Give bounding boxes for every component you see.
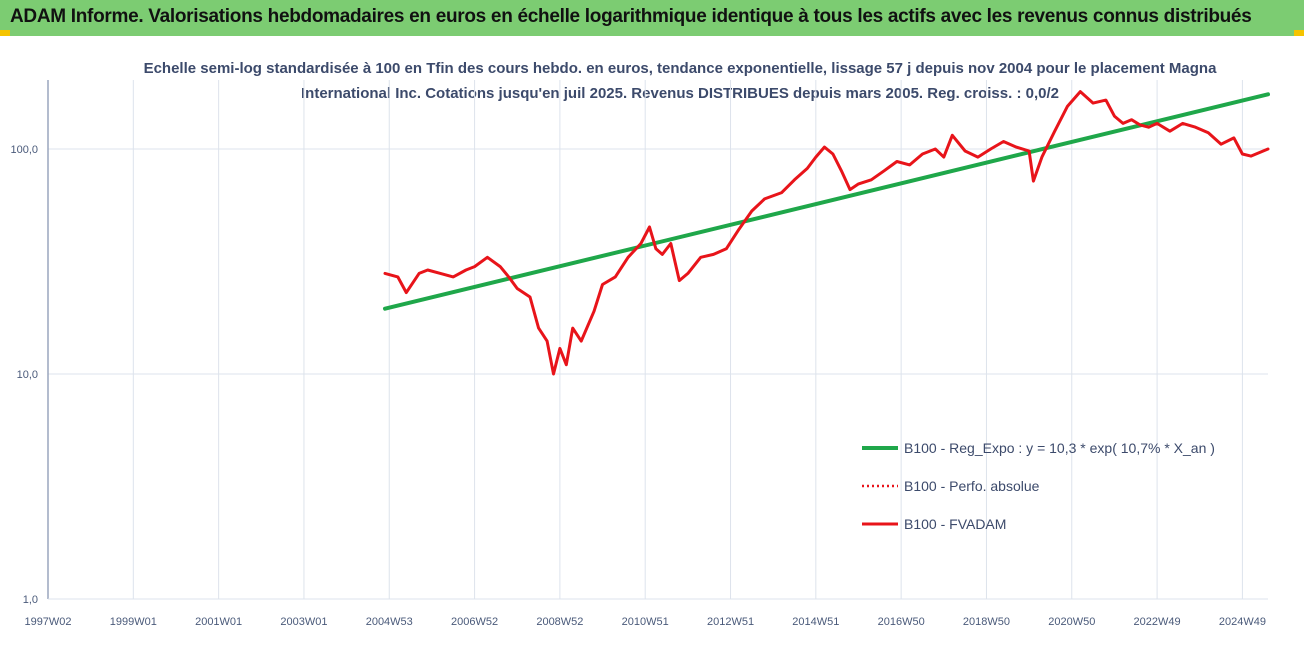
x-tick-label: 1997W02 <box>24 616 71 628</box>
x-tick-label: 2018W50 <box>963 616 1010 628</box>
x-tick-label: 1999W01 <box>110 616 157 628</box>
report-header: ADAM Informe. Valorisations hebdomadaire… <box>0 0 1304 36</box>
chart-title: Echelle semi-log standardisée à 100 en T… <box>143 60 1217 102</box>
y-tick-label: 10,0 <box>17 369 38 381</box>
grid-lines <box>48 80 1268 600</box>
corner-marker-left <box>0 30 10 36</box>
x-tick-label: 2012W51 <box>707 616 754 628</box>
corner-marker-right <box>1294 30 1304 36</box>
x-tick-label: 2001W01 <box>195 616 242 628</box>
series-line <box>383 90 1270 376</box>
series-lines <box>383 90 1270 376</box>
x-tick-label: 2024W49 <box>1219 616 1266 628</box>
x-tick-label: 2008W52 <box>536 616 583 628</box>
x-tick-label: 2014W51 <box>792 616 839 628</box>
y-tick-label: 100,0 <box>10 144 38 156</box>
x-tick-label: 2010W51 <box>622 616 669 628</box>
x-tick-label: 2016W50 <box>878 616 925 628</box>
x-tick-label: 2020W50 <box>1048 616 1095 628</box>
x-tick-label: 2022W49 <box>1134 616 1181 628</box>
x-tick-label: 2006W52 <box>451 616 498 628</box>
log-line-chart: 1997W02 1999W01 2001W01 2003W01 2004W53 2006W… <box>10 80 1270 628</box>
series-line <box>383 92 1270 311</box>
legend: B100 - Reg_Expo : y = 10,3 * exp( 10,7% … <box>862 440 1215 532</box>
legend-label: B100 - Reg_Expo : y = 10,3 * exp( 10,7% … <box>904 440 1215 456</box>
x-tick-label: 2004W53 <box>366 616 413 628</box>
legend-label: B100 - Perfo. absolue <box>904 478 1040 494</box>
y-tick-label: 1,0 <box>23 594 38 606</box>
x-tick-label: 2003W01 <box>280 616 327 628</box>
report-title: ADAM Informe. Valorisations hebdomadaire… <box>10 6 1252 27</box>
axes: 1997W02 1999W01 2001W01 2003W01 2004W53 2006W… <box>10 80 1268 628</box>
legend-label: B100 - FVADAM <box>904 516 1006 532</box>
